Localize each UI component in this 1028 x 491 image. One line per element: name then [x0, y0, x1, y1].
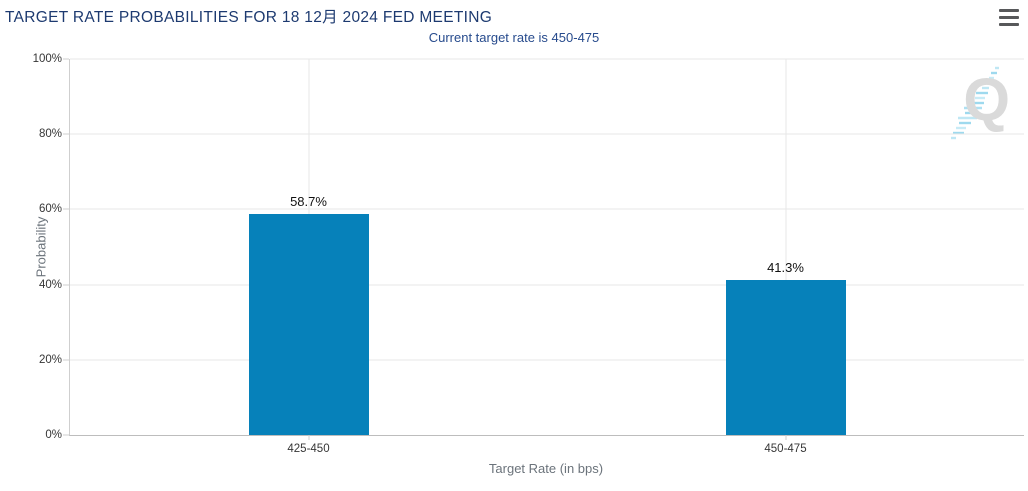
y-axis-title: Probability — [33, 216, 49, 278]
x-tick-mark — [308, 435, 309, 440]
y-gridline — [70, 58, 1024, 60]
y-tick-mark — [63, 284, 69, 286]
y-gridline — [70, 284, 1024, 286]
y-gridline — [70, 208, 1024, 210]
bar-value-label: 41.3% — [767, 259, 804, 275]
menu-bar — [999, 16, 1019, 19]
menu-bar — [999, 23, 1019, 26]
y-tick-mark — [63, 208, 69, 210]
y-gridline — [70, 359, 1024, 361]
y-tick-label: 0% — [45, 429, 62, 441]
quandl-q-watermark: Q — [938, 62, 1016, 148]
y-tick-mark — [63, 434, 69, 436]
y-tick-label: 20% — [38, 353, 62, 366]
y-tick-mark — [63, 359, 69, 361]
x-axis-title: Target Rate (in bps) — [488, 461, 604, 476]
watermark-dash-streak — [951, 66, 999, 140]
chart-title: TARGET RATE PROBABILITIES FOR 18 12月 202… — [5, 9, 493, 26]
y-tick-label: 40% — [38, 278, 62, 291]
x-tick-label: 425-450 — [287, 443, 330, 455]
y-tick-label: 80% — [38, 128, 62, 141]
y-tick-label: 100% — [32, 53, 62, 65]
menu-bar — [999, 9, 1019, 12]
y-tick-label: 60% — [38, 203, 62, 216]
chart-subtitle: Current target rate is 450-475 — [428, 30, 600, 45]
plot-area: Q 0% 20% 40% 60% 80% 100% 58.7% 425-450 41.3% 450… — [33, 53, 1024, 455]
bar-value-label: 58.7% — [290, 194, 327, 210]
probability-bar[interactable] — [725, 279, 846, 435]
x-tick-mark — [785, 435, 786, 440]
y-gridline — [70, 133, 1024, 135]
x-tick-label: 450-475 — [764, 443, 807, 455]
probability-bar[interactable] — [248, 214, 369, 435]
watermark-q-letter: Q — [963, 66, 1010, 133]
x-gridline — [785, 59, 786, 435]
y-tick-mark — [63, 58, 69, 60]
hamburger-menu-icon[interactable] — [999, 9, 1019, 26]
y-tick-mark — [63, 133, 69, 135]
